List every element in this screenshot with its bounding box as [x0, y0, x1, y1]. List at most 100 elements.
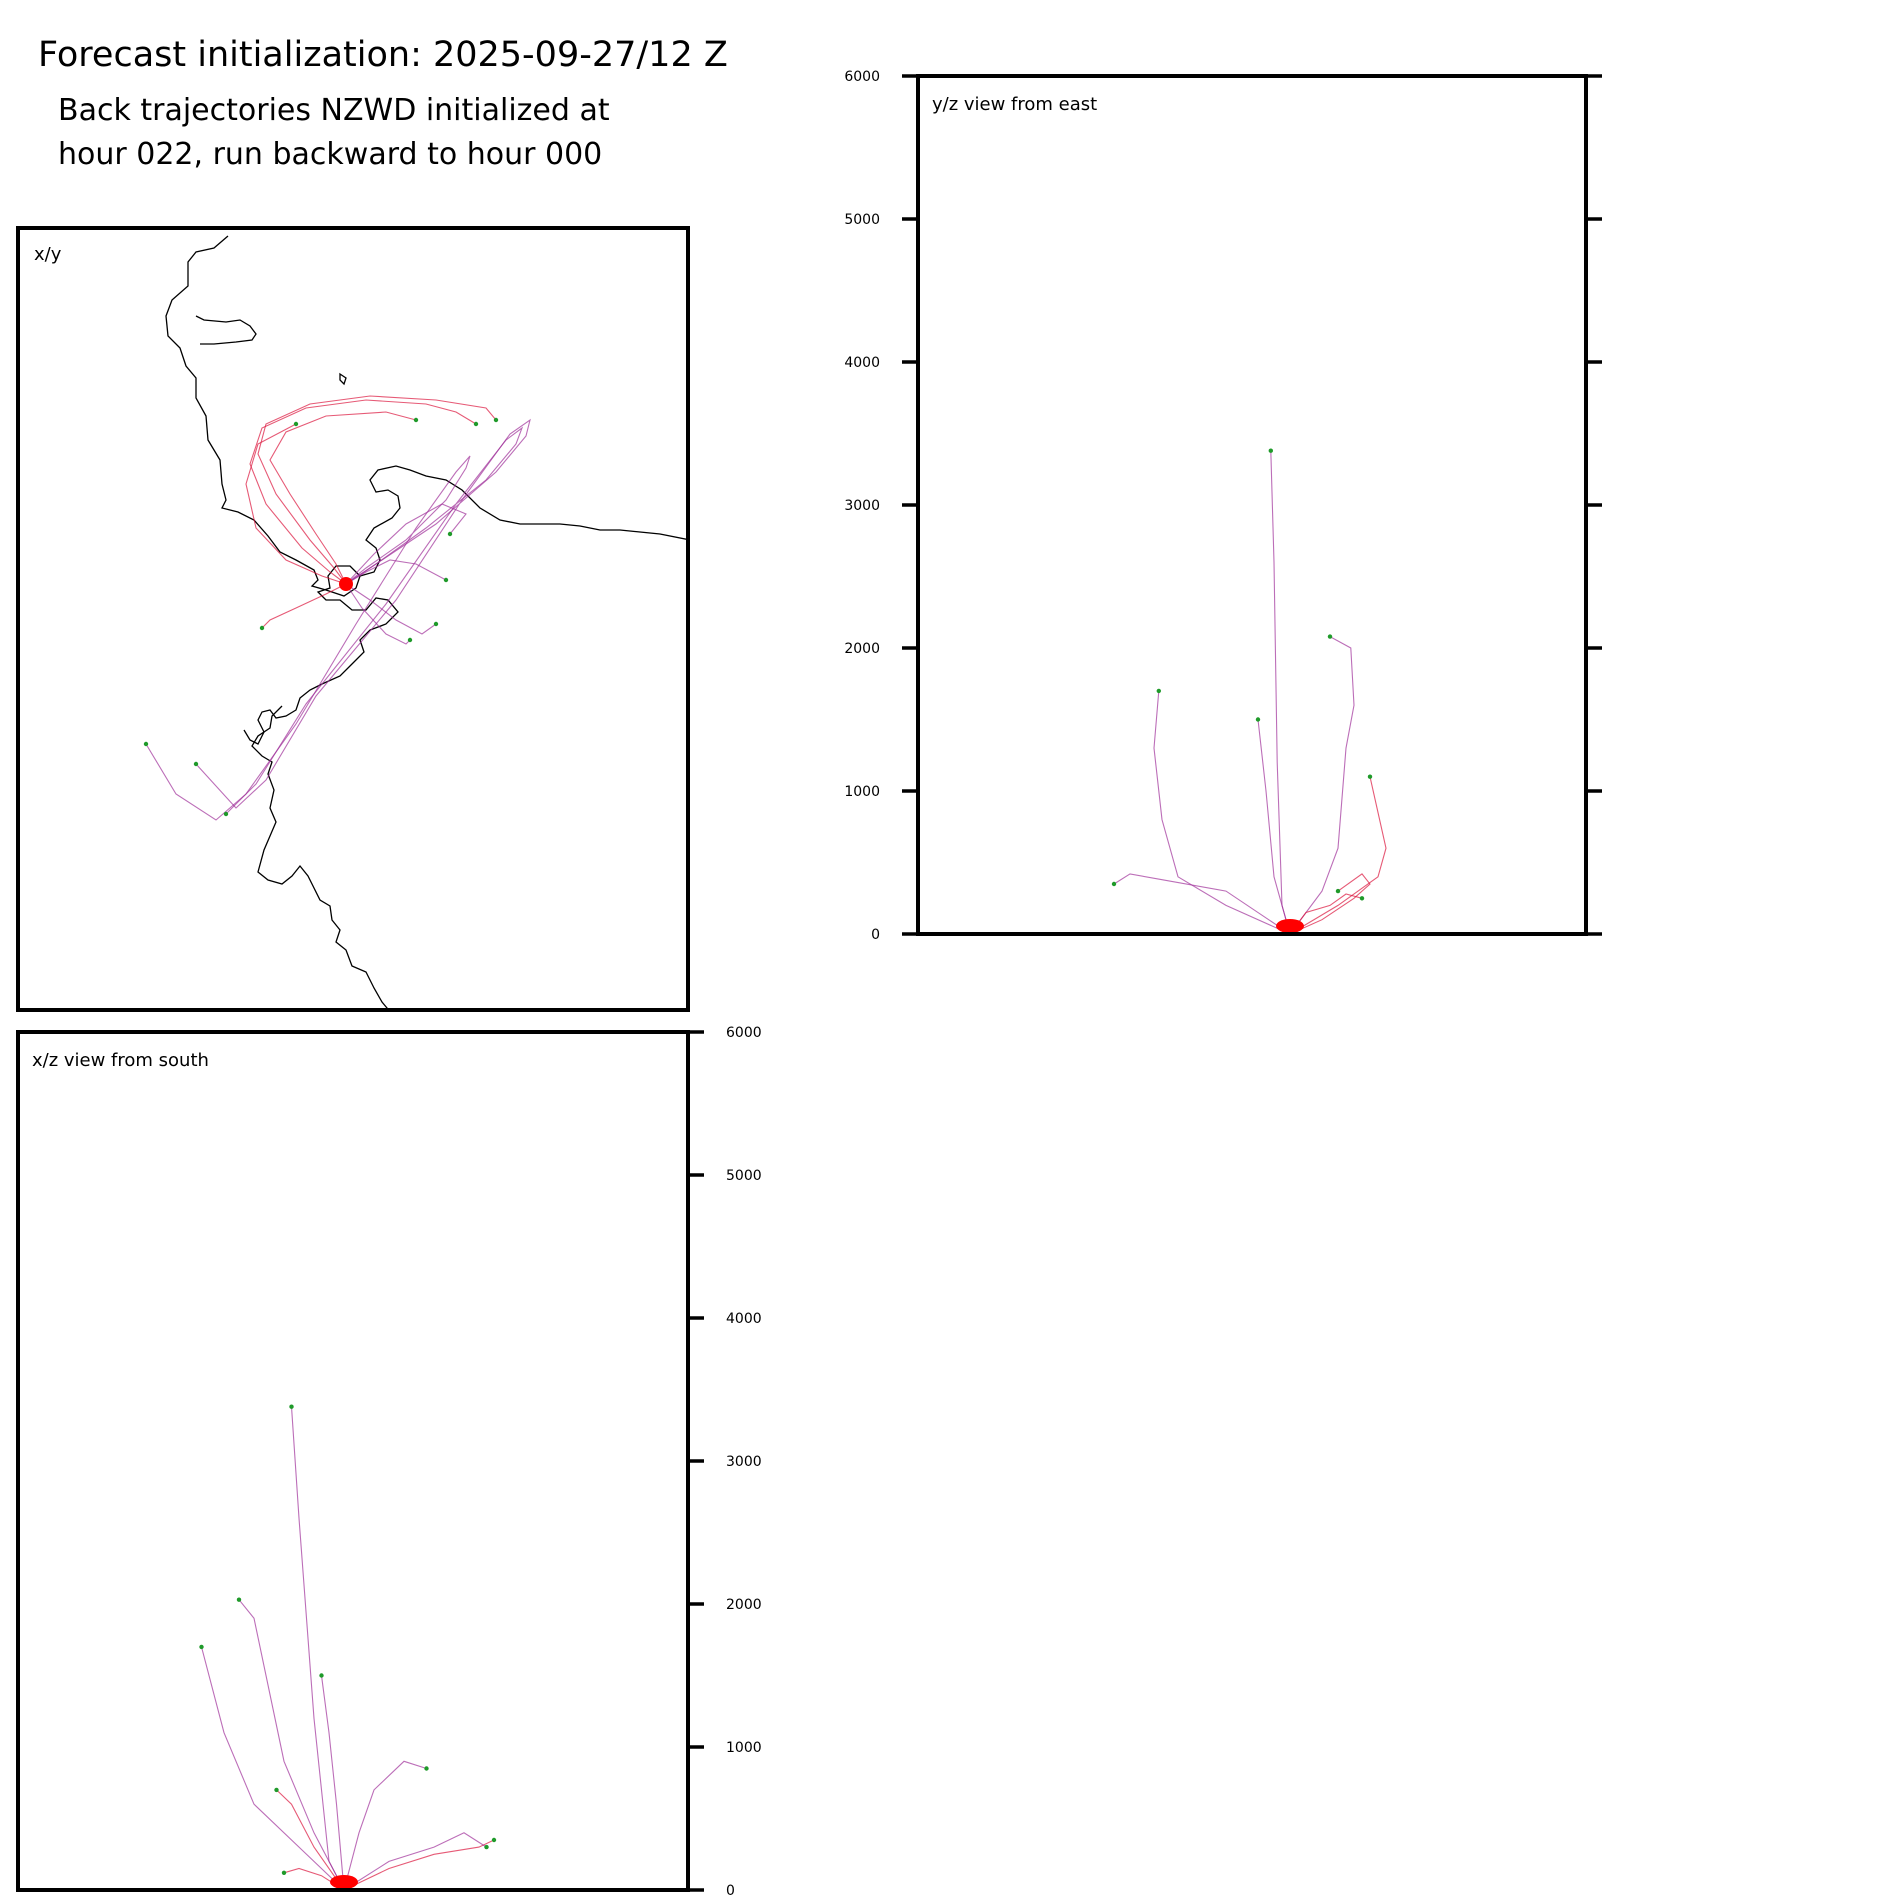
xy-start-point-10	[259, 625, 265, 631]
xy-trajectory-3	[225, 426, 524, 815]
yz-panel-title: y/z view from east	[932, 94, 1097, 115]
xz-start-point-9	[319, 1673, 324, 1678]
figure-title: Forecast initialization: 2025-09-27/12 Z	[38, 35, 728, 75]
xz-trajectory-1	[290, 1406, 345, 1890]
xy-trajectory-1	[249, 399, 477, 585]
xy-start-point-6	[143, 741, 149, 747]
xy-start-point-1	[473, 421, 479, 427]
xz-start-points	[199, 1404, 497, 1889]
xy-start-point-9	[443, 577, 449, 583]
coastline-harbour	[243, 565, 399, 745]
xz-tick-label-1: 1000	[726, 1740, 762, 1756]
yz-trajectory-2	[1289, 636, 1355, 934]
xz-start-point-3	[199, 1644, 204, 1650]
xz-start-point-8	[281, 1870, 287, 1876]
yz-trajectory-1	[1270, 450, 1291, 934]
xy-start-point-3	[223, 811, 229, 817]
xz-start-point-1	[289, 1404, 294, 1409]
xz-start-point-6	[274, 1787, 279, 1793]
yz-y-axis: 0 1000 2000 3000 4000 5000 6000	[844, 69, 1602, 943]
xz-trajectory-9	[320, 1675, 345, 1890]
xy-trajectory-6	[145, 455, 471, 821]
xz-y-axis: 0 1000 2000 3000 4000 5000 6000	[688, 1025, 762, 1899]
yz-tick-label-5: 5000	[844, 212, 880, 228]
yz-trajectory-4	[1289, 873, 1371, 934]
xy-trajectory-9	[345, 559, 447, 585]
xz-tick-label-4: 4000	[726, 1311, 762, 1327]
coastline-west	[165, 235, 688, 597]
xy-trajectory-11	[345, 583, 411, 645]
xy-start-points	[143, 417, 499, 817]
xz-trajectory-5	[343, 1832, 487, 1890]
xz-start-point-4	[491, 1837, 497, 1843]
yz-trajectory-6	[1289, 776, 1387, 934]
yz-start-point-4	[1335, 888, 1341, 894]
xz-trajectory-6	[276, 1789, 345, 1890]
yz-start-point-8	[1359, 896, 1365, 901]
xz-panel-frame	[16, 1030, 690, 1892]
xy-trajectory-5	[245, 423, 347, 585]
xz-tick-label-3: 3000	[726, 1454, 762, 1470]
xy-trajectory-2	[257, 395, 497, 585]
xy-start-point-12	[447, 531, 453, 537]
xz-tick-label-0: 0	[726, 1883, 735, 1899]
yz-trajectory-8	[1289, 893, 1363, 934]
xy-trajectory-8	[345, 583, 437, 635]
yz-trajectories	[1113, 450, 1387, 934]
yz-start-point-3	[1156, 688, 1162, 694]
xz-start-point-7	[424, 1766, 429, 1771]
yz-tick-label-0: 0	[871, 927, 880, 943]
xy-trajectory-4	[195, 418, 531, 809]
yz-start-points	[1111, 448, 1373, 933]
xz-start-point-2	[236, 1597, 242, 1602]
yz-release-point	[1276, 919, 1304, 933]
xy-panel-frame	[16, 226, 690, 1012]
yz-panel-frame	[916, 74, 1588, 936]
xy-map-panel: x/y	[16, 226, 690, 1012]
xy-trajectory-10	[261, 583, 347, 629]
xz-release-point	[330, 1875, 358, 1889]
coastline-north-peninsula	[195, 315, 257, 345]
yz-trajectory-7	[1257, 719, 1291, 934]
yz-start-point-2	[1327, 634, 1333, 639]
yz-start-point-5	[1111, 881, 1117, 887]
xz-trajectory-4	[343, 1839, 495, 1890]
yz-tick-label-4: 4000	[844, 355, 880, 371]
yz-tick-label-3: 3000	[844, 498, 880, 514]
xy-trajectory-12	[345, 503, 467, 585]
xy-start-point-11	[407, 637, 413, 643]
yz-start-point-1	[1268, 448, 1274, 453]
xz-trajectories	[200, 1406, 495, 1890]
xz-start-point-5	[484, 1844, 489, 1850]
yz-panel: y/z view from east 0 1000 2000 3000 4000 5000…	[844, 69, 1602, 943]
xz-trajectory-7	[343, 1760, 427, 1890]
xy-start-point-7	[413, 417, 419, 423]
xy-panel-title: x/y	[34, 244, 62, 265]
xy-start-point-5	[293, 421, 299, 427]
xz-panel-title: x/z view from south	[32, 1050, 209, 1071]
yz-trajectory-5	[1113, 873, 1291, 934]
coastline-island	[339, 372, 347, 386]
yz-start-point-7	[1255, 717, 1261, 722]
yz-tick-label-2: 2000	[844, 641, 880, 657]
xz-panel: x/z view from south 0 1000 2000 3000 4000 500…	[16, 1025, 762, 1899]
xz-trajectory-2	[238, 1599, 345, 1890]
xy-release-point	[339, 577, 353, 591]
yz-start-point-6	[1367, 774, 1373, 779]
xz-tick-label-2: 2000	[726, 1597, 762, 1613]
xy-start-point-2	[493, 417, 499, 423]
figure-subtitle-line2: hour 022, run backward to hour 000	[58, 137, 602, 172]
xy-start-point-4	[193, 761, 199, 767]
xz-tick-label-6: 6000	[726, 1025, 762, 1041]
coastline-south	[251, 705, 392, 1012]
xy-start-point-8	[433, 621, 439, 627]
yz-tick-label-1: 1000	[844, 784, 880, 800]
yz-trajectory-3	[1153, 690, 1291, 934]
yz-tick-label-6: 6000	[844, 69, 880, 85]
xz-trajectory-3	[200, 1646, 345, 1890]
xy-trajectory-7	[269, 411, 417, 585]
figure-subtitle-line1: Back trajectories NZWD initialized at	[58, 93, 610, 128]
xy-trajectories	[145, 395, 531, 821]
xz-tick-label-5: 5000	[726, 1168, 762, 1184]
